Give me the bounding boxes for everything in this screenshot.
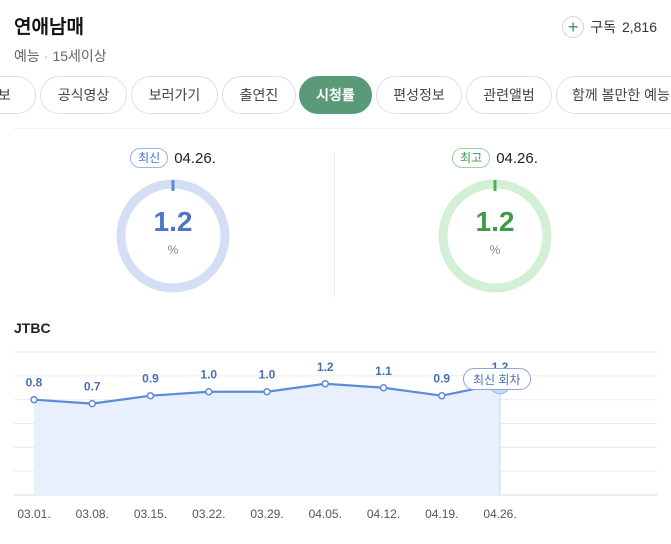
program-genre[interactable]: 예능	[14, 48, 40, 64]
highest-value: 1.2	[475, 206, 515, 237]
latest-unit: %	[167, 243, 179, 257]
tab-official-videos[interactable]: 공식영상	[40, 76, 127, 114]
data-point	[379, 384, 388, 392]
program-header: 연애남매 예능 · 15세이상	[14, 12, 107, 66]
latest-date: 04.26.	[174, 149, 216, 167]
data-point	[321, 380, 329, 388]
data-point	[30, 395, 38, 404]
highest-date: 04.26.	[496, 149, 538, 167]
highest-gauge: 1.2 %	[437, 178, 553, 294]
latest-rating-card: 최신 04.26. 1.2 %	[73, 148, 273, 294]
data-point	[205, 387, 213, 396]
latest-value: 1.2	[153, 206, 193, 237]
series-area	[34, 383, 500, 495]
data-point	[146, 391, 155, 400]
data-label: 0.9	[433, 372, 450, 386]
x-tick-label: 04.05.	[309, 507, 342, 521]
highest-unit: %	[489, 243, 501, 257]
data-point	[263, 387, 271, 396]
x-tick-label: 04.19.	[425, 507, 458, 521]
latest-episode-callout: 최신 회차	[463, 368, 531, 390]
tab-bar: 정보 공식영상 보러가기 출연진 시청률 편성정보 관련앨범 함께 볼만한 예능	[0, 76, 671, 116]
plus-icon: +	[562, 16, 585, 38]
x-tick-label: 03.15.	[134, 507, 167, 521]
latest-tag: 최신	[130, 148, 169, 168]
data-label: 1.2	[317, 360, 334, 374]
tab-cast[interactable]: 출연진	[222, 76, 296, 114]
data-label: 0.8	[26, 376, 43, 390]
tab-related-shows[interactable]: 함께 볼만한 예능	[556, 76, 671, 114]
data-label: 0.7	[84, 380, 101, 394]
data-label: 1.1	[375, 364, 392, 378]
data-point	[438, 391, 446, 400]
highest-gauge-ring	[438, 179, 552, 293]
latest-gauge-ring	[116, 179, 230, 293]
tab-schedule[interactable]: 편성정보	[376, 76, 462, 114]
subscribe-label: 구독	[590, 19, 616, 35]
highest-rating-card: 최고 04.26. 1.2 %	[395, 148, 595, 294]
latest-gauge: 1.2 %	[115, 178, 231, 294]
chart-title: JTBC	[14, 320, 51, 336]
data-label: 1.0	[200, 368, 217, 382]
tab-info[interactable]: 정보	[0, 76, 36, 114]
data-label: 1.0	[259, 368, 276, 382]
tab-ratings[interactable]: 시청률	[299, 76, 372, 114]
x-tick-label: 03.29.	[250, 507, 283, 521]
x-tick-label: 03.01.	[17, 507, 50, 521]
program-meta: 예능 · 15세이상	[14, 48, 107, 64]
program-title: 연애남매	[14, 17, 84, 38]
x-tick-label: 04.26.	[483, 507, 516, 521]
stat-separator	[334, 152, 335, 297]
program-rating: 15세이상	[52, 48, 107, 64]
section-divider	[14, 128, 671, 129]
data-label: 0.9	[142, 372, 159, 386]
ratings-chart: 0.8 03.01. 0.7 03.08. 0.9 03.15. 1.0 03.22. 1.0 0…	[14, 351, 657, 521]
x-tick-label: 03.22.	[192, 507, 225, 521]
data-point	[88, 399, 96, 408]
x-tick-label: 04.12.	[367, 507, 400, 521]
tab-albums[interactable]: 관련앨범	[466, 76, 552, 114]
subscribe-button[interactable]: + 구독 2,816	[562, 16, 657, 38]
tab-watch[interactable]: 보러가기	[131, 76, 218, 114]
subscriber-count: 2,816	[621, 19, 657, 35]
highest-tag: 최고	[452, 148, 491, 168]
x-tick-label: 03.08.	[76, 507, 109, 521]
